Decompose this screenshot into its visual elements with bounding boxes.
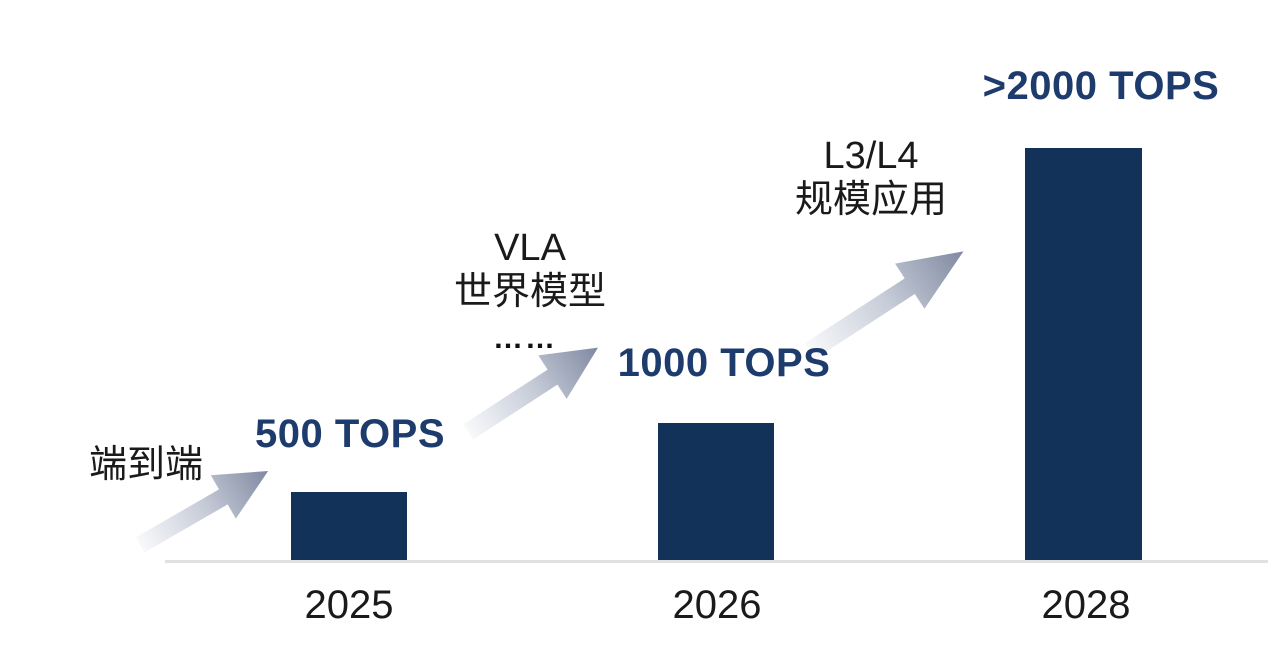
annotation-end-to-end-text: 端到端: [88, 444, 204, 486]
value-label-2025: 500 TOPS: [254, 412, 446, 456]
x-axis-baseline: [165, 560, 1268, 563]
annotation-vla-line1: VLA: [494, 227, 566, 269]
annotation-l3-l4-line2: 规模应用: [794, 179, 948, 221]
value-label-2026: 1000 TOPS: [617, 341, 831, 385]
up-arrow-icon: [794, 227, 979, 375]
annotation-l3-l4-line1: L3/L4: [823, 135, 919, 177]
category-label-2026: 2026: [672, 583, 762, 627]
bar-2026: [658, 423, 774, 560]
value-label-2028: >2000 TOPS: [982, 64, 1220, 108]
annotation-end-to-end: 端到端: [89, 443, 203, 487]
annotation-vla-world-model: VLA 世界模型: [454, 226, 606, 314]
category-label-2028: 2028: [1041, 583, 1131, 627]
up-arrow-icon: [127, 448, 282, 569]
up-arrow-icon: [453, 324, 613, 455]
category-label-2025: 2025: [304, 583, 394, 627]
annotation-vla-line2: 世界模型: [453, 271, 607, 313]
ellipsis-dots: ……: [493, 322, 557, 355]
bar-2025: [291, 492, 407, 560]
annotation-l3-l4: L3/L4 规模应用: [795, 134, 947, 222]
bar-2028: [1025, 148, 1142, 560]
